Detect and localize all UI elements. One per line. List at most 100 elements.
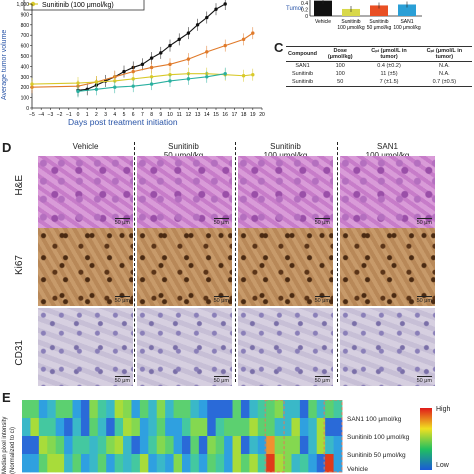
histology-tile-cd31: 50 μm: [137, 308, 232, 386]
heatmap-cell: [291, 400, 301, 419]
heatmap-cell: [165, 400, 174, 419]
data-point: [168, 43, 172, 48]
heatmap-cell: [47, 454, 57, 473]
table-cell: SAN1: [295, 63, 310, 69]
table-cell: 7 (±1.5): [361, 78, 417, 87]
heatmap-cell: [64, 400, 73, 419]
data-point: [177, 37, 181, 42]
panel-a-xlabel: Days post treatment initiation: [68, 117, 178, 127]
y-tick-label: 0: [26, 106, 29, 112]
data-point: [186, 77, 191, 81]
x-tick-label: −4: [38, 112, 44, 118]
y-tick-label: 700: [21, 33, 30, 39]
heatmap-cell: [249, 400, 259, 419]
heatmap-cell: [30, 400, 40, 419]
heatmap-cell: [106, 400, 116, 419]
heatmap-cell: [97, 400, 107, 419]
heatmap-cell: [106, 418, 116, 437]
scale-bar-label: 50 μm: [114, 218, 131, 226]
divider: [235, 142, 236, 382]
divider: [134, 142, 135, 382]
x-tick-label: 15: [213, 112, 219, 118]
table-header: Dose (μmol/kg): [319, 46, 362, 62]
color-scale-low: Low: [436, 462, 449, 469]
x-tick-label: −1: [66, 112, 72, 118]
panel-a-ylabel: Average tumor volume: [1, 30, 8, 100]
heatmap-cell: [156, 400, 166, 419]
heatmap-cell: [114, 418, 124, 437]
heatmap-cell: [190, 418, 200, 437]
heatmap-cell: [30, 418, 40, 437]
table-cell: Sunitinib: [291, 71, 314, 77]
heatmap-cell: [55, 436, 65, 455]
heatmap-cell: [38, 454, 48, 473]
heatmap-cell: [232, 454, 242, 473]
heatmap-cell: [224, 454, 233, 473]
scale-bar-label: 50 μm: [213, 376, 230, 384]
y-tick-label: 200: [21, 85, 30, 91]
x-tick-label: 1: [86, 112, 89, 118]
column-header-vehicle: Vehicle: [38, 142, 133, 151]
bar-label: 50 μmol/kg: [367, 25, 392, 31]
x-tick-label: 11: [177, 112, 182, 118]
heatmap-cell: [47, 436, 57, 455]
heatmap-cell: [283, 400, 292, 419]
heatmap-cell: [198, 400, 208, 419]
color-scale-high: High: [436, 406, 451, 413]
panel-a-chart: Sunitinib (100 μmol/kg) 1,00090080070060…: [1, 0, 265, 127]
heatmap-cell: [123, 400, 132, 419]
heatmap-cell: [207, 418, 217, 437]
data-point: [205, 50, 209, 54]
panel-e-ylabel-text: Median pixel intensity: [2, 416, 8, 474]
heatmap-cell: [55, 418, 65, 437]
heatmap-cell: [156, 436, 166, 455]
heatmap-cell: [325, 400, 334, 419]
panel-b-ylabel: Tumor: [286, 6, 303, 12]
scale-bar-label: 50 μm: [416, 376, 433, 384]
data-point: [214, 7, 218, 11]
y-tick-label: 600: [21, 44, 30, 50]
heatmap-cell: [207, 454, 217, 473]
column-header-line2: 100 μmol/kg: [340, 151, 435, 160]
heatmap-cell: [182, 400, 191, 419]
data-point: [251, 73, 255, 77]
column-header-sunitinib-50: Sunitinib 50 μmol/kg: [136, 142, 231, 160]
data-point: [205, 75, 209, 79]
y-tick-label: 500: [21, 54, 30, 60]
heatmap-cell: [72, 454, 82, 473]
histology-tile-cd31: 50 μm: [340, 308, 435, 386]
heatmap-cell: [156, 454, 166, 473]
column-header-line1: SAN1: [377, 142, 398, 151]
heatmap-cell: [207, 436, 217, 455]
heatmap-cell: [274, 454, 284, 473]
data-point: [241, 37, 246, 42]
histology-tile-he: 50 μm: [238, 156, 333, 228]
heatmap-cell: [139, 400, 149, 419]
data-point: [131, 69, 135, 74]
y-tick-label: 800: [21, 23, 30, 29]
heatmap-cell: [38, 400, 48, 419]
data-point: [159, 51, 163, 55]
heatmap-cell: [64, 436, 73, 455]
heatmap-cell: [131, 418, 141, 437]
heatmap-cell: [283, 418, 292, 437]
heatmap-cell: [64, 418, 73, 437]
x-tick-label: 16: [222, 112, 228, 118]
scale-bar-label: 50 μm: [314, 376, 331, 384]
heatmap-cell: [114, 400, 124, 419]
x-tick-label: 8: [150, 112, 153, 118]
heatmap-cell: [325, 454, 334, 473]
heatmap-cell: [291, 418, 301, 437]
heatmap-cell: [215, 454, 225, 473]
heatmap-cell: [333, 418, 343, 437]
panel-c-table: Compound Dose (μmol/kg) Cₚₗ (μmol/L in t…: [286, 46, 472, 87]
bar: [398, 4, 416, 17]
bar-label: Vehicle: [315, 19, 331, 25]
heatmap-cell: [257, 454, 267, 473]
data-point: [205, 15, 209, 20]
heatmap-cell: [182, 436, 191, 455]
heatmap-cell: [72, 436, 82, 455]
column-header-line2: 50 μmol/kg: [136, 151, 231, 160]
heatmap-cell: [299, 436, 309, 455]
x-tick-label: 10: [167, 112, 173, 118]
